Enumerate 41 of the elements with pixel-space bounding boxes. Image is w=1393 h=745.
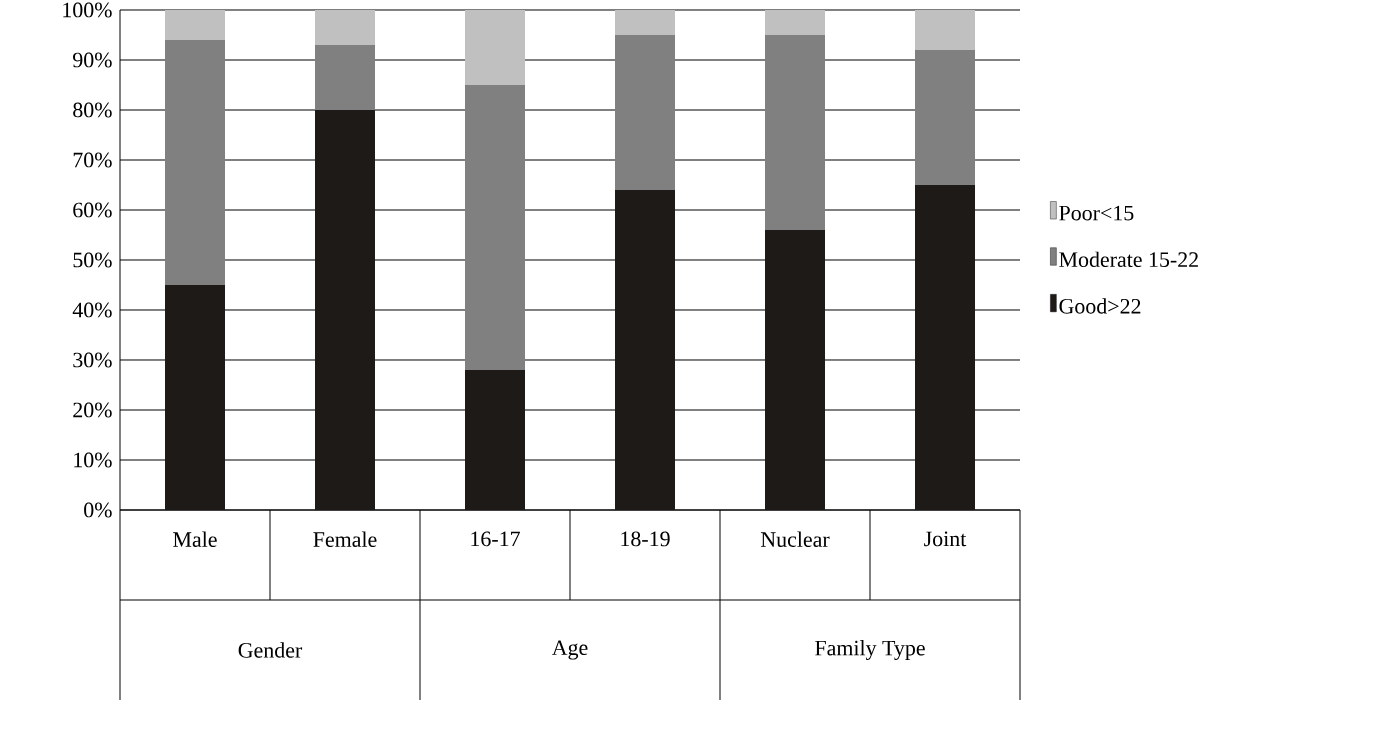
legend-label: Poor<15 <box>1059 205 1134 221</box>
y-tick-label: 80% <box>73 102 112 118</box>
y-tick-label: 100% <box>63 2 112 18</box>
bar <box>765 230 825 510</box>
bar <box>315 10 375 45</box>
y-tick-label: 30% <box>73 352 112 368</box>
y-tick-label: 50% <box>73 252 112 268</box>
y-tick-label: 70% <box>73 152 112 168</box>
x-tick-label: Nuclear <box>760 531 830 547</box>
text: Gender <box>238 642 303 658</box>
bar <box>615 35 675 190</box>
bar <box>765 35 825 230</box>
bar <box>765 10 825 35</box>
bar <box>165 40 225 285</box>
y-tick-label: 40% <box>72 302 112 318</box>
text: Family Type <box>815 640 925 660</box>
legend-label: Good>22 <box>1059 298 1141 314</box>
bar <box>315 45 375 110</box>
y-tick-label: 60% <box>73 202 112 218</box>
x-tick-label: Male <box>173 531 217 547</box>
x-tick-label: Female <box>313 531 377 547</box>
y-tick-label: 90% <box>73 52 112 68</box>
x-tick-label: Joint <box>924 531 967 547</box>
bar <box>165 10 225 40</box>
bar <box>315 110 375 510</box>
x-tick-label: 16-17 <box>471 531 520 547</box>
legend-label: Moderate 15-22 <box>1059 251 1198 268</box>
bar <box>915 185 975 510</box>
y-tick-label: 20% <box>73 402 112 418</box>
bar <box>465 10 525 85</box>
x-tick-label: 18-19 <box>621 531 670 547</box>
bar <box>165 285 225 510</box>
bar <box>915 50 975 185</box>
bar <box>465 370 525 510</box>
y-tick-label: 10% <box>74 452 112 468</box>
bar <box>915 10 975 50</box>
text: Age <box>551 640 588 660</box>
bar <box>465 85 525 370</box>
bar <box>615 190 675 510</box>
y-tick-label: 0% <box>84 502 112 518</box>
bar <box>615 10 675 35</box>
